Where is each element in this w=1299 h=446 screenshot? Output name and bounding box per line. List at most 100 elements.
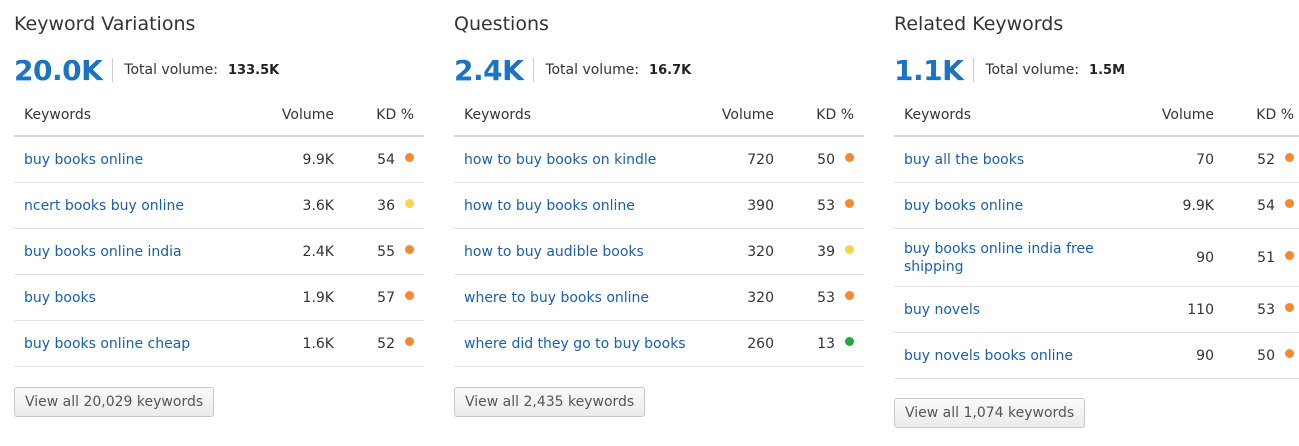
- volume-value: 3.6K: [274, 182, 334, 229]
- panel-stats: 20.0K Total volume: 133.5K: [14, 53, 279, 87]
- column-header-kd: KD %: [1214, 95, 1299, 137]
- view-all-keywords-button[interactable]: View all 20,029 keywords: [14, 387, 215, 417]
- kd-indicator-dot: [1285, 153, 1294, 162]
- kd-value: 53: [817, 197, 835, 214]
- total-volume-value: 1.5M: [1089, 62, 1126, 78]
- kd-value: 36: [377, 197, 395, 214]
- kd-value: 13: [817, 335, 835, 352]
- kd-indicator-dot: [845, 245, 854, 254]
- table-header-row: Keywords Volume KD %: [894, 95, 1299, 137]
- kd-indicator-dot: [1285, 303, 1294, 312]
- table-header-row: Keywords Volume KD %: [454, 95, 864, 137]
- volume-value: 1.6K: [274, 320, 334, 367]
- keyword-link[interactable]: where to buy books online: [464, 289, 650, 306]
- table-row: how to buy audible books 320 39: [454, 228, 864, 275]
- total-volume-label: Total volume:: [985, 62, 1080, 78]
- keyword-link[interactable]: buy books online: [24, 151, 144, 168]
- volume-value: 9.9K: [1154, 182, 1214, 229]
- keyword-count: 1.1K: [894, 53, 964, 87]
- keywords-table: Keywords Volume KD % how to buy books on…: [454, 95, 864, 367]
- keyword-count: 20.0K: [14, 53, 103, 87]
- kd-indicator-dot: [845, 291, 854, 300]
- table-row: how to buy books online 390 53: [454, 182, 864, 229]
- keyword-link[interactable]: buy books online india: [24, 243, 182, 260]
- column-header-keywords: Keywords: [454, 95, 714, 137]
- table-row: buy all the books 70 52: [894, 136, 1299, 183]
- table-row: buy novels 110 53: [894, 286, 1299, 333]
- total-volume-label: Total volume:: [545, 62, 640, 78]
- table-row: buy books online india free shipping 90 …: [894, 228, 1299, 287]
- volume-value: 390: [714, 182, 774, 229]
- keyword-link[interactable]: buy novels: [904, 301, 981, 318]
- keyword-count: 2.4K: [454, 53, 524, 87]
- panel-title: Keyword Variations: [14, 13, 196, 35]
- view-all-keywords-button[interactable]: View all 2,435 keywords: [454, 387, 646, 417]
- keyword-link[interactable]: how to buy books online: [464, 197, 635, 214]
- kd-value: 39: [817, 243, 835, 260]
- panel-title: Questions: [454, 13, 549, 35]
- kd-value: 50: [1257, 347, 1275, 364]
- table-row: buy novels books online 90 50: [894, 332, 1299, 379]
- table-row: where to buy books online 320 53: [454, 274, 864, 321]
- kd-value: 55: [377, 243, 395, 260]
- total-volume-value: 16.7K: [649, 62, 692, 78]
- table-row: buy books online 9.9K 54: [14, 136, 424, 183]
- volume-value: 110: [1154, 286, 1214, 333]
- panel-stats: 2.4K Total volume: 16.7K: [454, 53, 691, 87]
- volume-value: 720: [714, 136, 774, 183]
- keyword-link[interactable]: buy books online: [904, 197, 1024, 214]
- kd-indicator-dot: [405, 199, 414, 208]
- kd-value: 52: [377, 335, 395, 352]
- column-header-keywords: Keywords: [894, 95, 1154, 137]
- volume-value: 260: [714, 320, 774, 367]
- stats-divider: [112, 58, 114, 82]
- total-volume-value: 133.5K: [228, 62, 280, 78]
- kd-indicator-dot: [405, 245, 414, 254]
- table-header-row: Keywords Volume KD %: [14, 95, 424, 137]
- kd-indicator-dot: [845, 153, 854, 162]
- kd-value: 54: [1257, 197, 1275, 214]
- keyword-link[interactable]: where did they go to buy books: [464, 335, 686, 352]
- keyword-link[interactable]: how to buy audible books: [464, 243, 644, 260]
- view-all-keywords-button[interactable]: View all 1,074 keywords: [894, 398, 1086, 428]
- keyword-link[interactable]: buy all the books: [904, 151, 1025, 168]
- kd-value: 53: [1257, 301, 1275, 318]
- volume-value: 90: [1154, 228, 1214, 287]
- keyword-link[interactable]: buy novels books online: [904, 347, 1074, 364]
- keyword-link[interactable]: how to buy books on kindle: [464, 151, 657, 168]
- kd-indicator-dot: [845, 337, 854, 346]
- kd-value: 51: [1257, 249, 1275, 266]
- kd-indicator-dot: [405, 153, 414, 162]
- table-row: buy books online 9.9K 54: [894, 182, 1299, 229]
- kd-indicator-dot: [1285, 349, 1294, 358]
- stats-divider: [533, 58, 535, 82]
- volume-value: 320: [714, 228, 774, 275]
- keyword-link[interactable]: buy books: [24, 289, 96, 306]
- volume-value: 1.9K: [274, 274, 334, 321]
- kd-value: 52: [1257, 151, 1275, 168]
- panel-stats: 1.1K Total volume: 1.5M: [894, 53, 1125, 87]
- kd-indicator-dot: [845, 199, 854, 208]
- kd-indicator-dot: [405, 291, 414, 300]
- kd-indicator-dot: [1285, 199, 1294, 208]
- keywords-table: Keywords Volume KD % buy books online 9.…: [14, 95, 424, 367]
- keyword-link[interactable]: buy books online cheap: [24, 335, 191, 352]
- table-row: how to buy books on kindle 720 50: [454, 136, 864, 183]
- table-row: buy books 1.9K 57: [14, 274, 424, 321]
- kd-value: 57: [377, 289, 395, 306]
- volume-value: 90: [1154, 332, 1214, 379]
- column-header-volume: Volume: [714, 95, 774, 137]
- column-header-keywords: Keywords: [14, 95, 274, 137]
- stats-divider: [973, 58, 975, 82]
- table-row: buy books online cheap 1.6K 52: [14, 320, 424, 367]
- column-header-kd: KD %: [774, 95, 864, 137]
- kd-value: 50: [817, 151, 835, 168]
- volume-value: 320: [714, 274, 774, 321]
- column-header-volume: Volume: [274, 95, 334, 137]
- kd-value: 54: [377, 151, 395, 168]
- keyword-link[interactable]: buy books online india free shipping: [904, 240, 1094, 275]
- volume-value: 2.4K: [274, 228, 334, 275]
- keyword-link[interactable]: ncert books buy online: [24, 197, 184, 214]
- table-row: where did they go to buy books 260 13: [454, 320, 864, 367]
- total-volume-label: Total volume:: [124, 62, 219, 78]
